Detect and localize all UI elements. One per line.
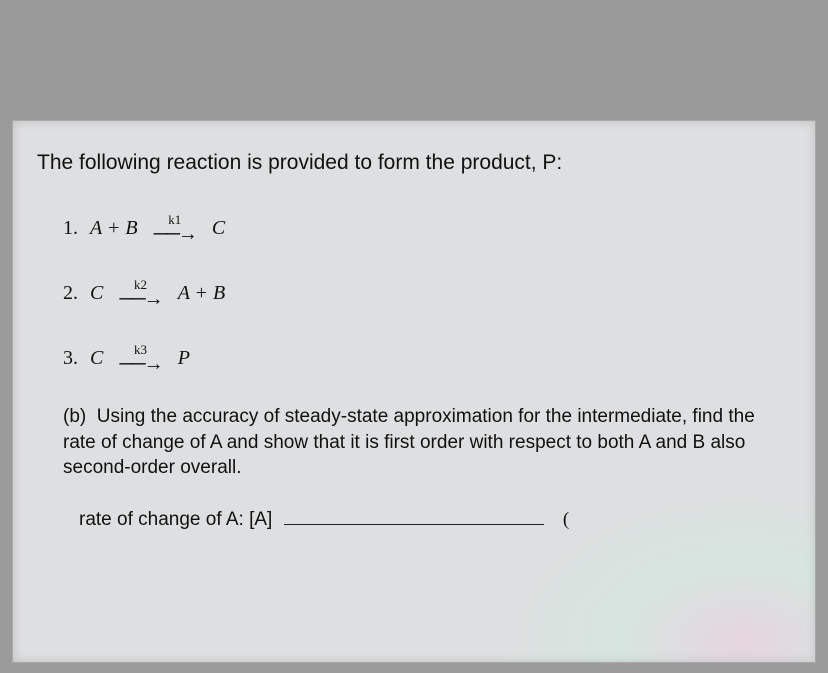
document-page: The following reaction is provided to fo…	[12, 120, 816, 663]
reaction-rhs: A + B	[178, 282, 226, 305]
device-topbar	[0, 0, 828, 120]
reaction-arrow: k1 ──→	[154, 213, 196, 244]
intro-text: The following reaction is provided to fo…	[37, 151, 791, 175]
reaction-lhs: A + B	[90, 217, 138, 240]
rate-answer-line: rate of change of A: [A] (	[79, 509, 791, 531]
reaction-arrow: k2 ──→	[119, 278, 161, 309]
rate-prefix: rate of change of A: [A]	[79, 509, 272, 530]
arrow-icon: ──→	[119, 289, 161, 309]
arrow-icon: ──→	[154, 224, 196, 244]
reaction-number: 2.	[63, 282, 78, 305]
reaction-3: 3. C k3 ──→ P	[63, 343, 791, 374]
answer-blank[interactable]	[284, 524, 544, 525]
reaction-rhs: C	[212, 217, 225, 240]
reaction-lhs: C	[90, 347, 103, 370]
reaction-1: 1. A + B k1 ──→ C	[63, 213, 791, 244]
part-label: (b)	[63, 406, 86, 427]
reaction-number: 3.	[63, 347, 78, 370]
photo-glare	[455, 462, 815, 662]
arrow-icon: ──→	[119, 354, 161, 374]
reaction-rhs: P	[178, 347, 190, 370]
rate-suffix: (	[563, 509, 569, 530]
reaction-2: 2. C k2 ──→ A + B	[63, 278, 791, 309]
question-part-b: (b) Using the accuracy of steady-state a…	[63, 404, 781, 481]
part-text: Using the accuracy of steady-state appro…	[63, 406, 755, 478]
screenshot-frame: The following reaction is provided to fo…	[0, 0, 828, 673]
reaction-number: 1.	[63, 217, 78, 240]
reaction-lhs: C	[90, 282, 103, 305]
reaction-arrow: k3 ──→	[119, 343, 161, 374]
